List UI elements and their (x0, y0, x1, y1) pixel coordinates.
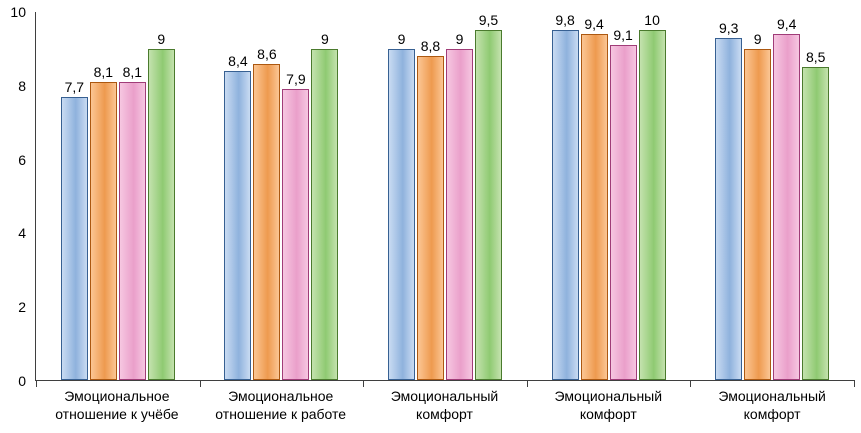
bar-value-label: 10 (644, 12, 660, 28)
bar (224, 70, 252, 380)
x-axis-label: Эмоциональное отношение к учёбе (55, 388, 179, 422)
x-axis-tick (199, 380, 201, 387)
bar-group: 9 8,8 9 9,5 (363, 12, 527, 380)
bar (445, 48, 473, 380)
bar-value-label: 8,1 (122, 63, 143, 80)
bar (253, 63, 281, 380)
y-axis-tick-label: 2 (18, 299, 26, 316)
bar-wrap: 7,9 (282, 12, 310, 380)
bar-wrap: 8,1 (118, 12, 146, 380)
bar-wrap: 9 (387, 12, 415, 380)
bar (474, 30, 502, 380)
bar-wrap: 8,6 (253, 12, 281, 380)
x-axis-tick (526, 380, 528, 387)
y-axis-tick-label: 8 (18, 77, 26, 94)
bar-wrap: 7,7 (60, 12, 88, 380)
x-axis-tick (690, 380, 692, 387)
bar-value-label: 7,9 (286, 71, 306, 88)
bar-value-label: 9 (455, 30, 464, 47)
y-axis-tick-label: 4 (18, 225, 26, 242)
bar (802, 67, 830, 380)
plot-area: 7,7 8,1 8,1 9 8,4 8,6 7,9 9 9 8,8 9 9,5 9,8 9,4 9,1 10 9… (35, 12, 855, 387)
bar (387, 48, 415, 380)
bar-value-label: 8,1 (93, 63, 114, 80)
bar (715, 37, 743, 380)
bar-wrap: 8,1 (89, 12, 117, 380)
bar-wrap: 9,4 (773, 12, 801, 380)
bar-value-label: 9,4 (776, 16, 797, 33)
bar-wrap: 9,3 (715, 12, 743, 380)
y-axis-tick-label: 10 (10, 4, 26, 20)
bar-value-label: 8,8 (420, 38, 441, 55)
bar-value-label: 9 (397, 30, 406, 47)
y-axis: 0 2 4 6 8 10 (0, 5, 34, 388)
bar-value-label: 8,5 (805, 49, 826, 66)
bar (147, 48, 175, 380)
bar-wrap: 8,5 (802, 12, 830, 380)
bar-wrap: 9 (744, 12, 772, 380)
bar-wrap: 8,4 (224, 12, 252, 380)
bar (89, 81, 117, 380)
bar (580, 34, 608, 380)
bar (416, 56, 444, 380)
bar-wrap: 10 (638, 12, 666, 380)
bar-wrap: 9,4 (580, 12, 608, 380)
x-axis-label: Эмоциональное отношение к работе (215, 388, 347, 422)
x-axis-labels: Эмоциональное отношение к учёбе Эмоционал… (35, 383, 854, 433)
bar (744, 48, 772, 380)
bar-value-label: 9 (320, 30, 329, 47)
x-axis-tick (854, 380, 855, 387)
bar-wrap: 9 (445, 12, 473, 380)
y-axis-tick-label: 0 (18, 373, 26, 389)
bar (118, 81, 146, 380)
bar (773, 34, 801, 380)
bar (311, 48, 339, 380)
bar-group: 9,8 9,4 9,1 10 (527, 12, 691, 380)
bar-group: 7,7 8,1 8,1 9 (36, 12, 200, 380)
bar (60, 96, 88, 380)
bar-value-label: 7,7 (64, 78, 85, 95)
bar-value-label: 9,1 (613, 27, 633, 44)
bar-value-label: 8,4 (228, 52, 248, 69)
bar-wrap: 9,1 (609, 12, 637, 380)
bar (638, 30, 666, 380)
bar-group: 8,4 8,6 7,9 9 (200, 12, 364, 380)
bar (609, 45, 637, 380)
x-axis-label: Эмоциональный комфорт (390, 388, 499, 422)
x-axis-tick (36, 380, 37, 387)
bar-value-label: 8,6 (257, 45, 277, 62)
bar-wrap: 9,5 (474, 12, 502, 380)
bar-wrap: 9,8 (551, 12, 579, 380)
bar-value-label: 9 (753, 30, 762, 47)
bar-wrap: 9 (147, 12, 175, 380)
bar-value-label: 9,5 (478, 12, 499, 29)
x-axis-label: Эмоциональный комфорт (718, 388, 826, 422)
bar-wrap: 8,8 (416, 12, 444, 380)
bar-value-label: 9,4 (584, 16, 604, 33)
bar (551, 30, 579, 380)
bar-value-label: 9,3 (718, 19, 739, 36)
bar-value-label: 9,8 (555, 12, 575, 28)
x-axis-label: Эмоциональный комфорт (554, 388, 663, 422)
bar-value-label: 9 (157, 30, 166, 47)
y-axis-tick-label: 6 (18, 151, 26, 168)
x-axis-tick (363, 380, 365, 387)
bar-wrap: 9 (311, 12, 339, 380)
bar (282, 89, 310, 380)
bar-group: 9,3 9 9,4 8,5 (690, 12, 854, 380)
